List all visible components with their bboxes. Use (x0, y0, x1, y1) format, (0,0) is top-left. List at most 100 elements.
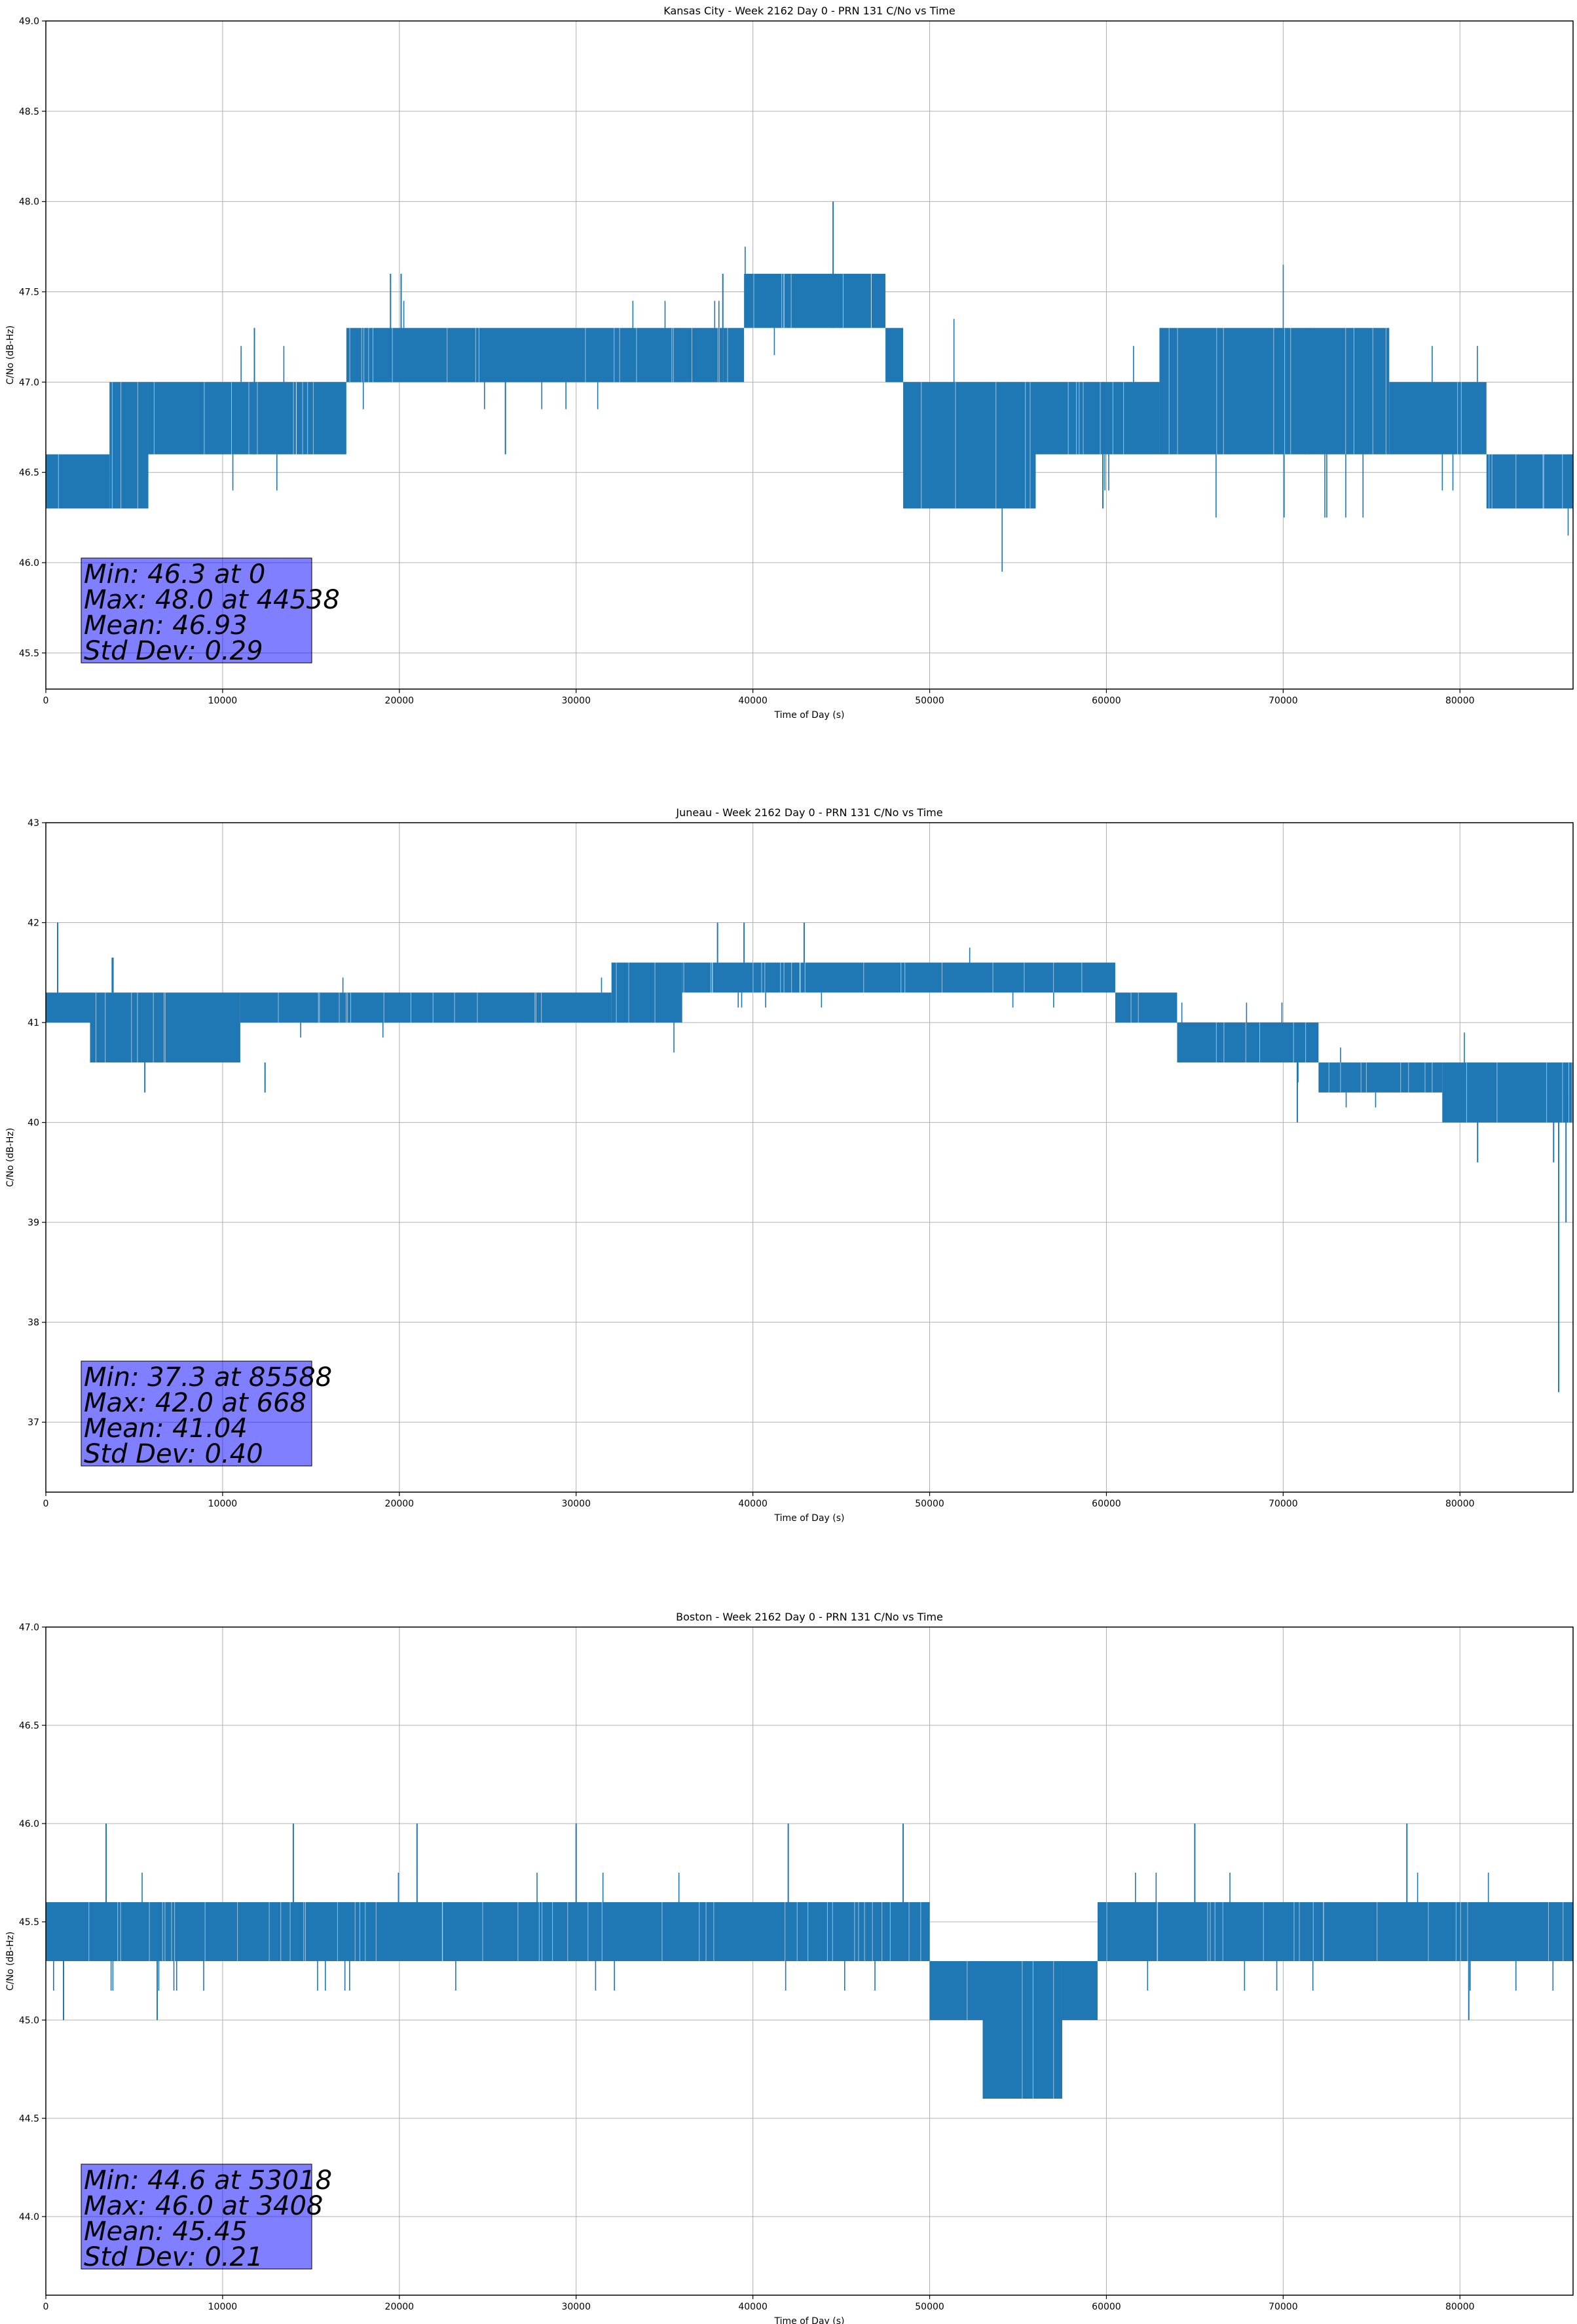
x-tick-label: 30000 (561, 1499, 591, 1509)
y-axis-label: C/No (dB-Hz) (5, 326, 16, 384)
series-cno (46, 922, 1573, 1393)
x-tick-label: 0 (43, 2302, 49, 2312)
y-tick-label: 38 (28, 1318, 39, 1328)
axes-frame (45, 1626, 1574, 2296)
stats-box (81, 557, 312, 664)
series-band (148, 382, 346, 455)
y-tick-label: 47.0 (19, 1622, 39, 1633)
stats-line: Mean: 41.04 (84, 1414, 248, 1444)
x-tick-label: 60000 (1092, 1499, 1121, 1509)
stats-line: Max: 48.0 at 44538 (84, 585, 340, 615)
y-axis-label: C/No (dB-Hz) (5, 1932, 16, 1991)
y-tick-label: 48.0 (19, 197, 39, 208)
x-tick-label: 20000 (385, 2302, 415, 2312)
chart-title: Juneau - Week 2162 Day 0 - PRN 131 C/No … (675, 806, 942, 819)
stats-line: Max: 42.0 at 668 (84, 1388, 306, 1418)
x-tick-label: 80000 (1445, 1499, 1475, 1509)
x-tick-label: 20000 (385, 696, 415, 706)
series-band (346, 328, 745, 383)
x-tick-label: 10000 (208, 2302, 238, 2312)
x-tick-label: 50000 (915, 696, 944, 706)
x-tick-label: 70000 (1269, 2302, 1298, 2312)
y-tick-label: 45.5 (19, 1917, 39, 1928)
y-tick-label: 47.5 (19, 288, 39, 298)
stats-line: Mean: 45.45 (84, 2217, 248, 2247)
y-tick-label: 43 (28, 818, 39, 829)
x-tick-label: 0 (43, 696, 49, 706)
series-band (1115, 992, 1178, 1023)
x-tick-label: 70000 (1269, 1499, 1298, 1509)
chart-panel-3: 0 10000 20000 30000 40000 50000 60000 70000 8000… (5, 1611, 1574, 2324)
y-tick-label: 46.0 (19, 1819, 39, 1829)
stats-line: Std Dev: 0.40 (84, 1439, 263, 1469)
series-band (611, 962, 682, 1023)
y-tick-label: 45.0 (19, 2015, 39, 2026)
series-band (1177, 1022, 1319, 1063)
x-tick-label: 0 (43, 1499, 49, 1509)
y-tick-label: 46.5 (19, 1721, 39, 1731)
x-tick-label: 40000 (738, 2302, 768, 2312)
series-band (240, 992, 612, 1023)
x-tick-label: 70000 (1269, 696, 1298, 706)
stats-box (81, 2164, 312, 2270)
series-band (1159, 328, 1390, 455)
chart-panel-1: 0 10000 20000 30000 40000 50000 60000 70000 8000… (5, 5, 1574, 721)
stats-line: Std Dev: 0.29 (84, 636, 263, 666)
chart-title: Kansas City - Week 2162 Day 0 - PRN 131 … (663, 5, 955, 17)
x-tick-label: 30000 (561, 2302, 591, 2312)
y-axis-label: C/No (dB-Hz) (5, 1128, 16, 1187)
stats-line: Max: 46.0 at 3408 (84, 2191, 323, 2221)
stats-box (81, 1360, 312, 1467)
series-band (109, 382, 149, 509)
series-band (1062, 1961, 1098, 2020)
x-tick-label: 80000 (1445, 2302, 1475, 2312)
series-band (1486, 454, 1573, 509)
stats-line: Min: 44.6 at 53018 (84, 2165, 332, 2196)
series-band (1097, 1902, 1573, 1961)
x-tick-label: 50000 (915, 2302, 944, 2312)
series-band (1318, 1062, 1443, 1093)
y-tick-label: 46.0 (19, 558, 39, 569)
y-tick-label: 44.0 (19, 2212, 39, 2222)
series-band (46, 1902, 930, 1961)
y-tick-label: 47.0 (19, 377, 39, 388)
stats-line: Min: 37.3 at 85588 (84, 1362, 332, 1393)
series-band (1035, 382, 1160, 455)
series-band (46, 454, 110, 509)
series-cno (46, 1824, 1573, 2099)
series-band (1442, 1062, 1573, 1123)
y-tick-label: 42 (28, 918, 39, 929)
chart-panel-2: 0 10000 20000 30000 40000 50000 60000 70000 8000… (5, 806, 1574, 1524)
x-axis-label: Time of Day (s) (774, 710, 845, 721)
series-band (682, 962, 1115, 993)
series-band (885, 328, 904, 383)
axes-frame (45, 822, 1574, 1493)
series-band (903, 382, 1036, 509)
y-tick-label: 49.0 (19, 16, 39, 27)
x-tick-label: 60000 (1092, 2302, 1121, 2312)
series-band (929, 1961, 983, 2020)
x-tick-label: 30000 (561, 696, 591, 706)
y-tick-label: 41 (28, 1018, 39, 1028)
x-axis-label: Time of Day (s) (774, 1513, 845, 1524)
series-cno (46, 201, 1573, 572)
x-tick-label: 60000 (1092, 696, 1121, 706)
x-tick-label: 10000 (208, 696, 238, 706)
stats-line: Std Dev: 0.21 (84, 2242, 263, 2272)
x-tick-label: 20000 (385, 1499, 415, 1509)
x-tick-label: 40000 (738, 696, 768, 706)
axes-frame (45, 20, 1574, 690)
chart-title: Boston - Week 2162 Day 0 - PRN 131 C/No … (676, 1611, 943, 1623)
y-tick-label: 46.5 (19, 468, 39, 478)
stats-line: Min: 46.3 at 0 (84, 559, 265, 590)
y-tick-label: 39 (28, 1218, 39, 1228)
y-tick-label: 40 (28, 1118, 39, 1129)
x-tick-label: 50000 (915, 1499, 944, 1509)
y-tick-label: 48.5 (19, 107, 39, 117)
x-tick-label: 10000 (208, 1499, 238, 1509)
y-tick-label: 45.5 (19, 648, 39, 659)
series-band (1389, 382, 1487, 455)
series-band (744, 273, 886, 328)
x-tick-label: 80000 (1445, 696, 1475, 706)
